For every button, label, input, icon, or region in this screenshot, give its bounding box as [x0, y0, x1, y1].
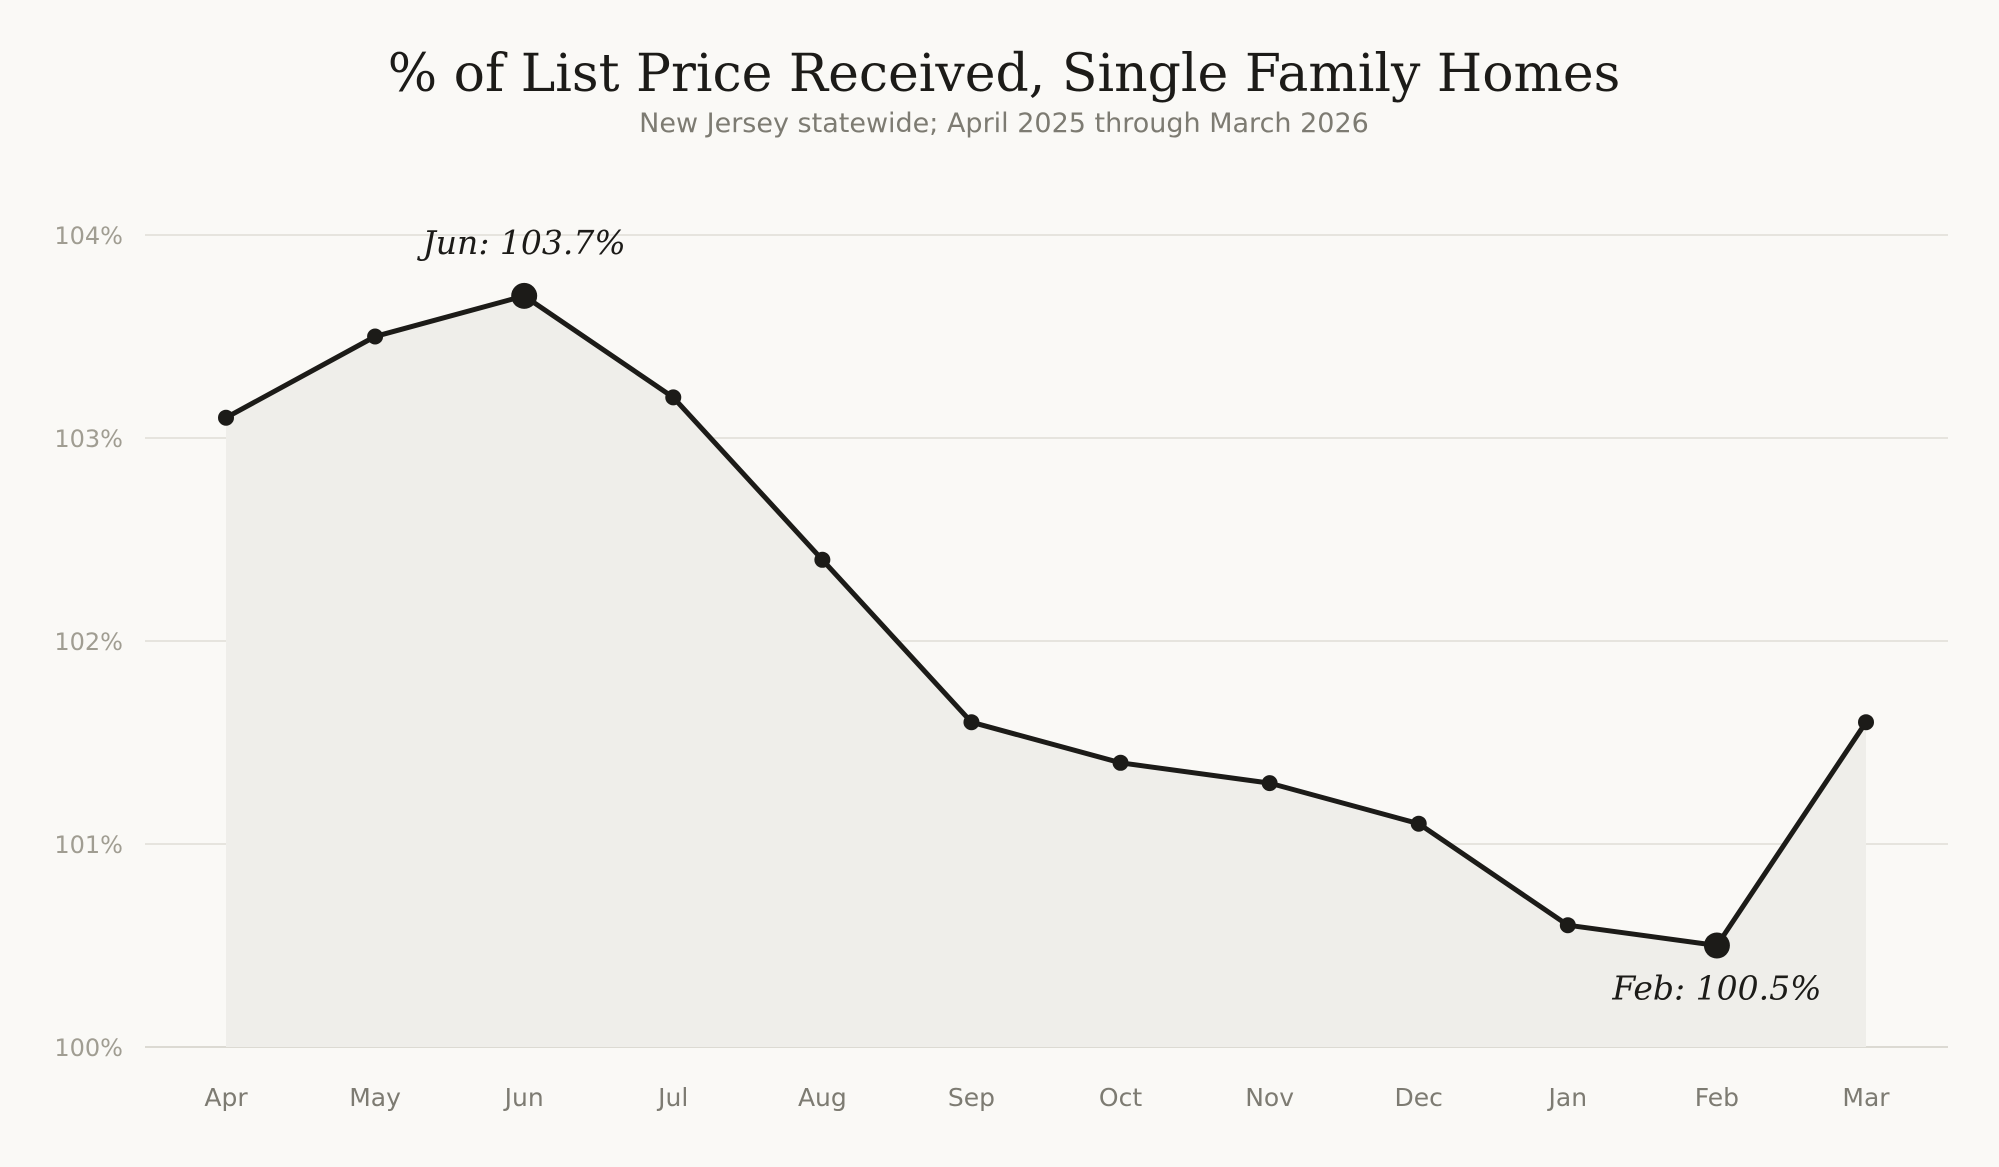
x-tick-label: Aug — [798, 1083, 847, 1112]
x-tick-label: Jun — [503, 1083, 544, 1112]
chart-title: % of List Price Received, Single Family … — [388, 44, 1621, 104]
y-tick-label: 104% — [54, 222, 123, 250]
area-fill-shape — [226, 295, 1866, 1047]
annotations: Jun: 103.7% Feb: 100.5% — [417, 223, 1822, 1008]
series-line — [223, 293, 1869, 948]
x-tick-label: Dec — [1395, 1083, 1443, 1112]
chart-subtitle: New Jersey statewide; April 2025 through… — [639, 108, 1369, 139]
x-tick-label: Sep — [948, 1083, 995, 1112]
data-point — [665, 389, 682, 406]
x-tick-label: Apr — [204, 1083, 248, 1112]
x-tick-label: Jul — [656, 1083, 688, 1112]
data-point — [1858, 714, 1874, 731]
data-point — [1410, 815, 1427, 832]
y-tick-label: 102% — [54, 628, 123, 656]
y-axis-ticks: 100% 101% 102% 103% 104% — [54, 222, 123, 1062]
area-fill — [226, 295, 1866, 1047]
data-point — [1261, 775, 1278, 792]
data-point — [218, 409, 234, 426]
data-point — [367, 328, 384, 345]
data-point — [1112, 754, 1129, 771]
x-tick-label: Oct — [1099, 1083, 1142, 1112]
x-tick-label: Nov — [1245, 1083, 1294, 1112]
x-tick-label: Jan — [1547, 1083, 1588, 1112]
x-tick-label: Feb — [1695, 1083, 1739, 1112]
data-point — [814, 551, 831, 568]
data-point — [1559, 917, 1576, 934]
y-tick-label: 100% — [54, 1034, 123, 1062]
x-tick-label: Mar — [1842, 1083, 1890, 1112]
highlight-point — [1703, 932, 1730, 959]
annotation-label: Feb: 100.5% — [1611, 969, 1821, 1008]
highlight-point — [511, 282, 538, 309]
annotation-label: Jun: 103.7% — [417, 223, 626, 262]
data-points — [218, 282, 1874, 959]
y-tick-label: 101% — [54, 831, 123, 859]
series-line-path — [223, 293, 1869, 948]
x-tick-label: May — [349, 1083, 401, 1112]
y-tick-label: 103% — [54, 425, 123, 453]
data-point — [963, 714, 980, 731]
x-axis-ticks: Apr May Jun Jul Aug Sep Oct Nov Dec Jan Feb Mar — [204, 1083, 1890, 1112]
